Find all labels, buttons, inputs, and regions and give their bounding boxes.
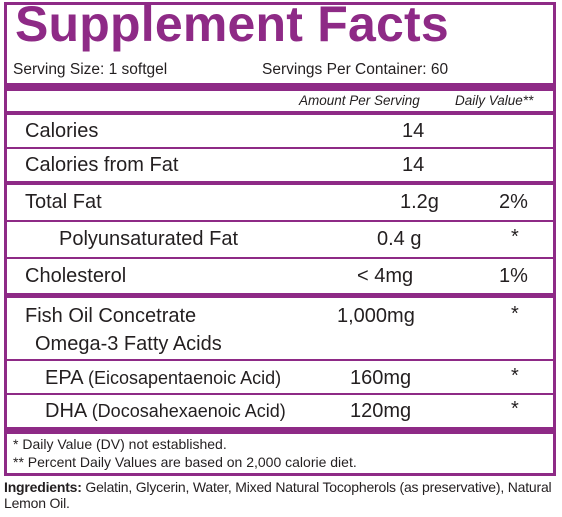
footnote-dv-not-established: * Daily Value (DV) not established. (13, 436, 227, 452)
row-calories-amount: 14 (402, 120, 425, 142)
row-cholesterol-amount: < 4mg (357, 265, 414, 287)
row-polyunsaturated-fat-amount: 0.4 g (377, 228, 422, 250)
row-divider (7, 147, 553, 149)
section-rule (7, 293, 553, 298)
row-divider (7, 393, 553, 395)
row-total-fat-name: Total Fat (25, 191, 102, 213)
row-dha-name: DHA (Docosahexaenoic Acid) (45, 400, 286, 422)
row-polyunsaturated-fat-dv: * (511, 226, 519, 248)
row-dha-amount: 120mg (350, 400, 412, 422)
daily-value-header: Daily Value** (455, 93, 534, 108)
row-calories-from-fat-amount: 14 (402, 154, 425, 176)
row-divider (7, 359, 553, 361)
top-thick-rule (7, 83, 553, 91)
row-cholesterol-dv: 1% (499, 265, 528, 287)
row-epa-amount: 160mg (350, 367, 412, 389)
row-polyunsaturated-fat-name: Polyunsaturated Fat (59, 228, 238, 250)
row-epa-name: EPA (Eicosapentaenoic Acid) (45, 367, 282, 389)
row-divider (7, 257, 553, 259)
ingredients: Ingredients: Gelatin, Glycerin, Water, M… (4, 479, 560, 511)
row-total-fat-amount: 1.2g (400, 191, 439, 213)
row-dha-dv: * (511, 398, 519, 420)
row-fish-oil-name: Fish Oil Concetrate (25, 305, 197, 327)
ingredients-text: Gelatin, Glycerin, Water, Mixed Natural … (4, 479, 552, 511)
row-cholesterol-name: Cholesterol (25, 265, 127, 287)
ingredients-label: Ingredients: (4, 479, 82, 495)
servings-per-container: Servings Per Container: 60 (262, 61, 449, 78)
row-divider (7, 220, 553, 222)
section-rule (7, 181, 553, 185)
row-omega-3-name: Omega-3 Fatty Acids (35, 333, 222, 355)
row-fish-oil-dv: * (511, 303, 519, 325)
row-epa-dv: * (511, 365, 519, 387)
amount-per-serving-header: Amount Per Serving (299, 93, 420, 108)
footnote-percent-daily-values: ** Percent Daily Values are based on 2,0… (13, 454, 357, 470)
header-rule (7, 111, 553, 115)
row-fish-oil-amount: 1,000mg (337, 305, 415, 327)
panel-title: Supplement Facts (15, 0, 449, 52)
serving-size: Serving Size: 1 softgel (13, 61, 168, 78)
row-calories-name: Calories (25, 120, 99, 142)
bottom-thick-rule (7, 427, 553, 434)
supplement-facts-panel: Supplement Facts Serving Size: 1 softgel… (4, 0, 556, 476)
row-calories-from-fat-name: Calories from Fat (25, 154, 179, 176)
row-total-fat-dv: 2% (499, 191, 528, 213)
